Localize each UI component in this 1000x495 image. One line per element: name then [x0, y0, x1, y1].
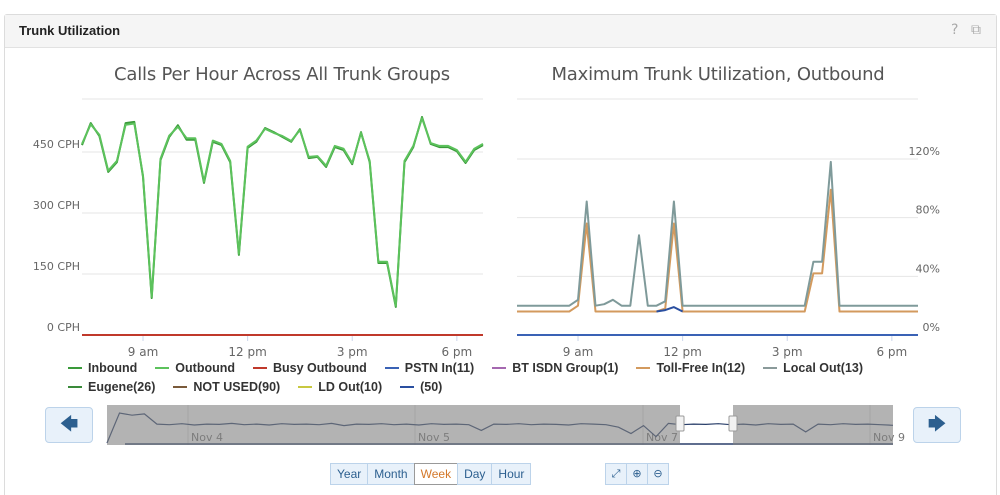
zoom-in-icon: ⊕	[632, 467, 642, 480]
reset-zoom-button[interactable]: ⤢	[605, 463, 627, 485]
range-button-month[interactable]: Month	[367, 463, 415, 485]
legend-label: Toll-Free In(12)	[656, 361, 746, 375]
question-icon[interactable]: ?	[951, 22, 959, 38]
range-selector: Year Month Week Day Hour	[330, 463, 532, 485]
y-tick-label: 80%	[916, 204, 940, 217]
calls-chart-title: Calls Per Hour Across All Trunk Groups	[114, 64, 450, 85]
range-button-day[interactable]: Day	[457, 463, 493, 485]
legend-label: BT ISDN Group(1)	[512, 361, 619, 375]
navigator-next-button[interactable]: 🡆	[913, 407, 961, 443]
legend-label: Busy Outbound	[273, 361, 367, 375]
legend-item[interactable]: LD Out(10)	[298, 380, 382, 394]
range-button-hour[interactable]: Hour	[491, 463, 532, 485]
navigator-handle-left[interactable]	[675, 415, 685, 432]
zoom-controls: ⤢ ⊕ ⊖	[605, 463, 669, 485]
legend-swatch	[173, 386, 188, 388]
y-tick-label: 120%	[909, 145, 940, 158]
zoom-in-button[interactable]: ⊕	[626, 463, 648, 485]
legend-label: NOT USED(90)	[193, 380, 281, 394]
legend-item[interactable]: Local Out(13)	[763, 361, 863, 375]
zoom-out-button[interactable]: ⊖	[647, 463, 669, 485]
legend-label: Eugene(26)	[88, 380, 156, 394]
arrow-left-icon: 🡄	[59, 414, 79, 435]
series-line--50	[656, 306, 684, 313]
legend-item[interactable]: PSTN In(11)	[384, 361, 475, 375]
panel-title: Trunk Utilization	[19, 23, 121, 38]
y-tick-label: 150 CPH	[33, 260, 80, 273]
legend-swatch	[68, 367, 82, 369]
series-line-toll-free-in-12	[517, 188, 918, 313]
legend-swatch	[298, 386, 313, 388]
x-tick-label: 6 pm	[876, 345, 907, 359]
x-tick-label: 9 am	[128, 345, 159, 359]
legend-label: PSTN In(11)	[404, 361, 475, 375]
legend-item[interactable]: Inbound	[68, 361, 137, 375]
legend-item[interactable]: (50)	[400, 380, 442, 394]
y-tick-label: 300 CPH	[33, 199, 80, 212]
legend-row-2: Eugene(26) NOT USED(90) LD Out(10) (50)	[68, 380, 460, 394]
navigator-mask-right	[733, 405, 893, 445]
legend-swatch	[636, 367, 651, 369]
x-tick-label: 9 am	[563, 345, 594, 359]
y-tick-label: 40%	[916, 262, 940, 275]
navigator-mask-left	[107, 405, 680, 445]
x-tick-label: 12 pm	[228, 345, 266, 359]
series-line-inbound	[81, 116, 484, 308]
x-tick-label: 3 pm	[337, 345, 368, 359]
range-button-year[interactable]: Year	[330, 463, 369, 485]
legend-item[interactable]: BT ISDN Group(1)	[492, 361, 618, 375]
panel-header: Trunk Utilization ? ⧉	[5, 15, 996, 48]
legend-item[interactable]: Outbound	[155, 361, 235, 375]
external-link-icon[interactable]: ⧉	[971, 22, 981, 38]
legend-item[interactable]: Busy Outbound	[253, 361, 367, 375]
y-tick-label: 0%	[923, 321, 940, 334]
legend-swatch	[492, 367, 507, 369]
legend-item[interactable]: Toll-Free In(12)	[636, 361, 745, 375]
y-tick-label: 0 CPH	[47, 321, 80, 334]
legend-swatch	[253, 367, 267, 369]
reset-zoom-icon: ⤢	[611, 467, 621, 480]
x-tick-label: 6 pm	[441, 345, 472, 359]
legend-swatch	[384, 367, 399, 369]
legend-swatch	[400, 386, 415, 388]
legend-swatch	[68, 386, 82, 388]
x-tick-label: 3 pm	[772, 345, 803, 359]
utilization-chart-title: Maximum Trunk Utilization, Outbound	[551, 64, 885, 85]
series-line-local-out-13	[517, 160, 918, 307]
navigator-prev-button[interactable]: 🡄	[45, 407, 93, 443]
legend-label: Local Out(13)	[783, 361, 864, 375]
legend-item[interactable]: Eugene(26)	[68, 380, 155, 394]
series-line-outbound	[81, 117, 484, 307]
navigator-handle-right[interactable]	[728, 415, 738, 432]
legend-item[interactable]: NOT USED(90)	[173, 380, 280, 394]
legend-label: Outbound	[175, 361, 235, 375]
legend-swatch	[155, 367, 170, 369]
legend-label: (50)	[420, 380, 443, 394]
panel: Trunk Utilization ? ⧉	[4, 14, 997, 495]
y-tick-label: 450 CPH	[33, 138, 80, 151]
range-button-week[interactable]: Week	[413, 463, 459, 485]
zoom-out-icon: ⊖	[653, 467, 663, 480]
legend-swatch	[763, 367, 778, 369]
legend-row-1: Inbound Outbound Busy Outbound PSTN In(11) B…	[68, 361, 881, 375]
legend-label: Inbound	[88, 361, 138, 375]
arrow-right-icon: 🡆	[927, 414, 947, 435]
x-tick-label: 12 pm	[663, 345, 701, 359]
legend-label: LD Out(10)	[318, 380, 383, 394]
